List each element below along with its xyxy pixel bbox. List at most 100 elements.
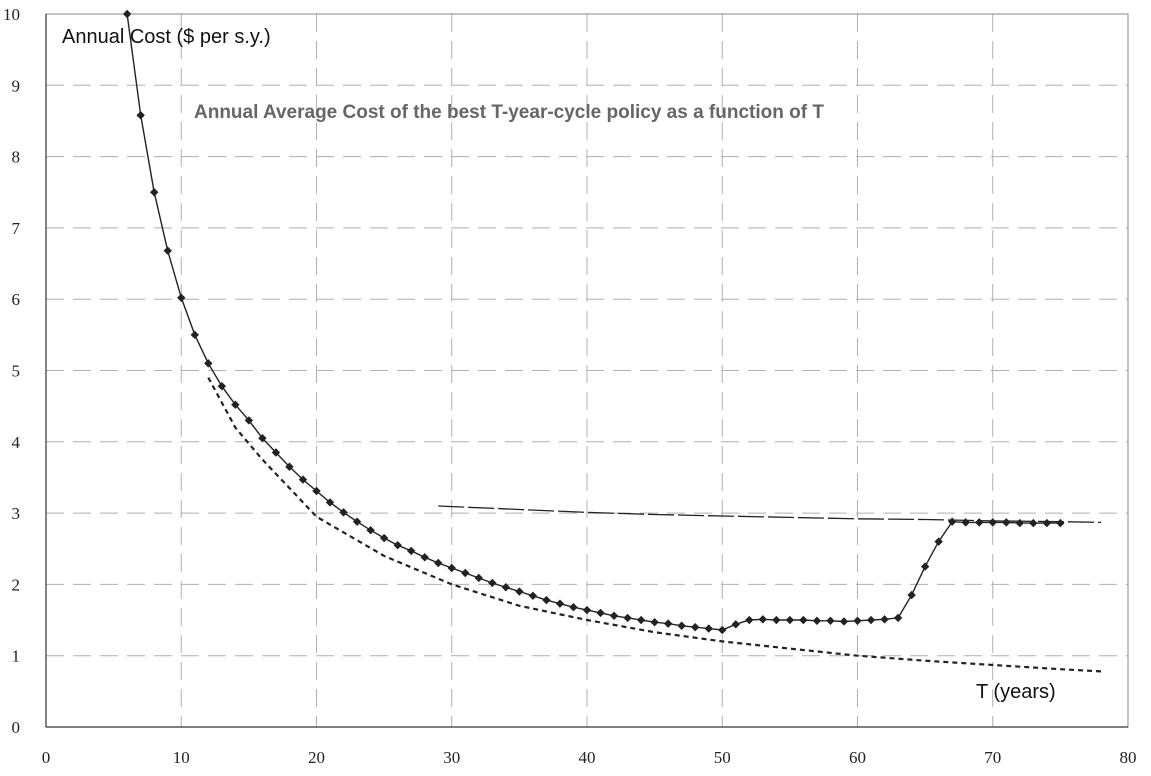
data-point-marker <box>420 553 429 562</box>
data-point-marker <box>136 111 145 120</box>
y-tick-label: 0 <box>12 718 21 737</box>
x-axis-label: T (years) <box>976 681 1056 703</box>
data-point-marker <box>258 434 267 443</box>
data-point-marker <box>366 526 375 535</box>
dashed-series-line <box>438 505 1102 524</box>
y-tick-label: 8 <box>12 148 21 167</box>
data-point-marker <box>758 615 768 624</box>
main-series-line <box>126 13 1061 631</box>
data-point-marker <box>569 603 578 612</box>
data-point-marker <box>150 188 159 197</box>
data-point-marker <box>799 615 808 625</box>
data-point-marker <box>785 615 795 625</box>
data-point-marker <box>988 518 997 527</box>
data-point-marker <box>907 590 916 600</box>
data-point-marker <box>975 518 984 527</box>
data-point-marker <box>406 546 416 556</box>
data-point-marker <box>515 587 524 596</box>
data-point-marker <box>1056 518 1065 528</box>
data-point-marker <box>650 617 659 627</box>
y-tick-label: 1 <box>12 647 21 666</box>
data-point-marker <box>501 583 511 592</box>
data-point-marker <box>177 293 186 302</box>
data-point-marker <box>880 615 889 624</box>
series-layer <box>122 9 1102 673</box>
y-tick-label: 2 <box>12 575 21 594</box>
x-tick-label: 30 <box>443 748 460 767</box>
data-point-marker <box>122 9 132 19</box>
data-point-marker <box>474 573 483 583</box>
data-point-marker <box>190 330 199 340</box>
x-tick-label: 10 <box>173 748 190 767</box>
chart-title: Annual Average Cost of the best T-year-c… <box>194 102 824 123</box>
data-point-marker <box>379 533 389 543</box>
data-point-marker <box>663 619 673 628</box>
data-point-marker <box>555 599 565 608</box>
plot-frame <box>45 13 1129 728</box>
data-point-marker <box>217 381 227 391</box>
data-point-marker <box>745 615 754 625</box>
data-point-marker <box>488 578 497 588</box>
data-point-marker <box>731 620 740 629</box>
grid-lines <box>46 14 1128 727</box>
data-point-marker <box>244 416 254 425</box>
data-point-marker <box>839 617 849 626</box>
x-tick-label: 80 <box>1120 748 1137 767</box>
data-point-marker <box>163 246 172 255</box>
data-point-marker <box>325 498 335 507</box>
data-point-marker <box>1015 518 1024 528</box>
x-tick-label: 60 <box>849 748 866 767</box>
data-point-marker <box>718 625 727 635</box>
y-tick-label: 3 <box>12 504 21 523</box>
data-point-marker <box>271 448 281 457</box>
y-tick-label: 4 <box>12 433 21 452</box>
data-point-marker <box>691 622 700 632</box>
data-point-marker <box>1002 518 1011 527</box>
data-point-marker <box>339 508 348 517</box>
data-point-marker <box>866 615 876 625</box>
data-point-marker <box>298 475 308 484</box>
data-point-marker <box>961 518 970 527</box>
dotted-series-line <box>207 377 1102 673</box>
data-point-marker <box>1029 518 1038 528</box>
y-tick-label: 5 <box>12 362 21 381</box>
data-point-marker <box>934 537 943 546</box>
data-point-marker <box>528 591 538 601</box>
data-point-marker <box>704 624 713 633</box>
data-point-marker <box>447 563 456 573</box>
data-point-marker <box>623 613 632 623</box>
data-point-marker <box>582 605 592 615</box>
data-point-marker <box>352 517 362 526</box>
data-point-marker <box>772 615 781 625</box>
x-tick-labels: 0 10 20 30 40 50 60 70 80 <box>42 748 1137 767</box>
data-point-marker <box>461 568 470 578</box>
data-point-marker <box>596 608 605 618</box>
y-tick-label: 7 <box>12 219 21 238</box>
main-series-markers <box>122 9 1065 635</box>
data-point-marker <box>947 517 957 526</box>
y-tick-label: 6 <box>12 290 21 309</box>
data-point-marker <box>312 486 321 496</box>
data-point-marker <box>920 562 930 571</box>
y-tick-label: 10 <box>3 5 20 24</box>
data-point-marker <box>636 615 646 625</box>
x-tick-label: 20 <box>308 748 325 767</box>
data-point-marker <box>609 611 619 620</box>
data-point-marker <box>853 616 862 625</box>
x-tick-label: 40 <box>579 748 596 767</box>
data-point-marker <box>893 613 903 623</box>
data-point-marker <box>812 616 822 625</box>
x-tick-label: 0 <box>42 748 51 767</box>
x-tick-label: 50 <box>714 748 731 767</box>
data-point-marker <box>826 616 835 625</box>
data-point-marker <box>204 359 213 368</box>
x-tick-label: 70 <box>984 748 1001 767</box>
y-tick-labels: 0 1 2 3 4 5 6 7 8 9 10 <box>3 5 21 737</box>
data-point-marker <box>542 595 551 605</box>
y-tick-label: 9 <box>12 76 21 95</box>
data-point-marker <box>285 462 294 471</box>
y-axis-label: Annual Cost ($ per s.y.) <box>62 26 271 48</box>
data-point-marker <box>1042 518 1052 528</box>
data-point-marker <box>231 400 240 409</box>
